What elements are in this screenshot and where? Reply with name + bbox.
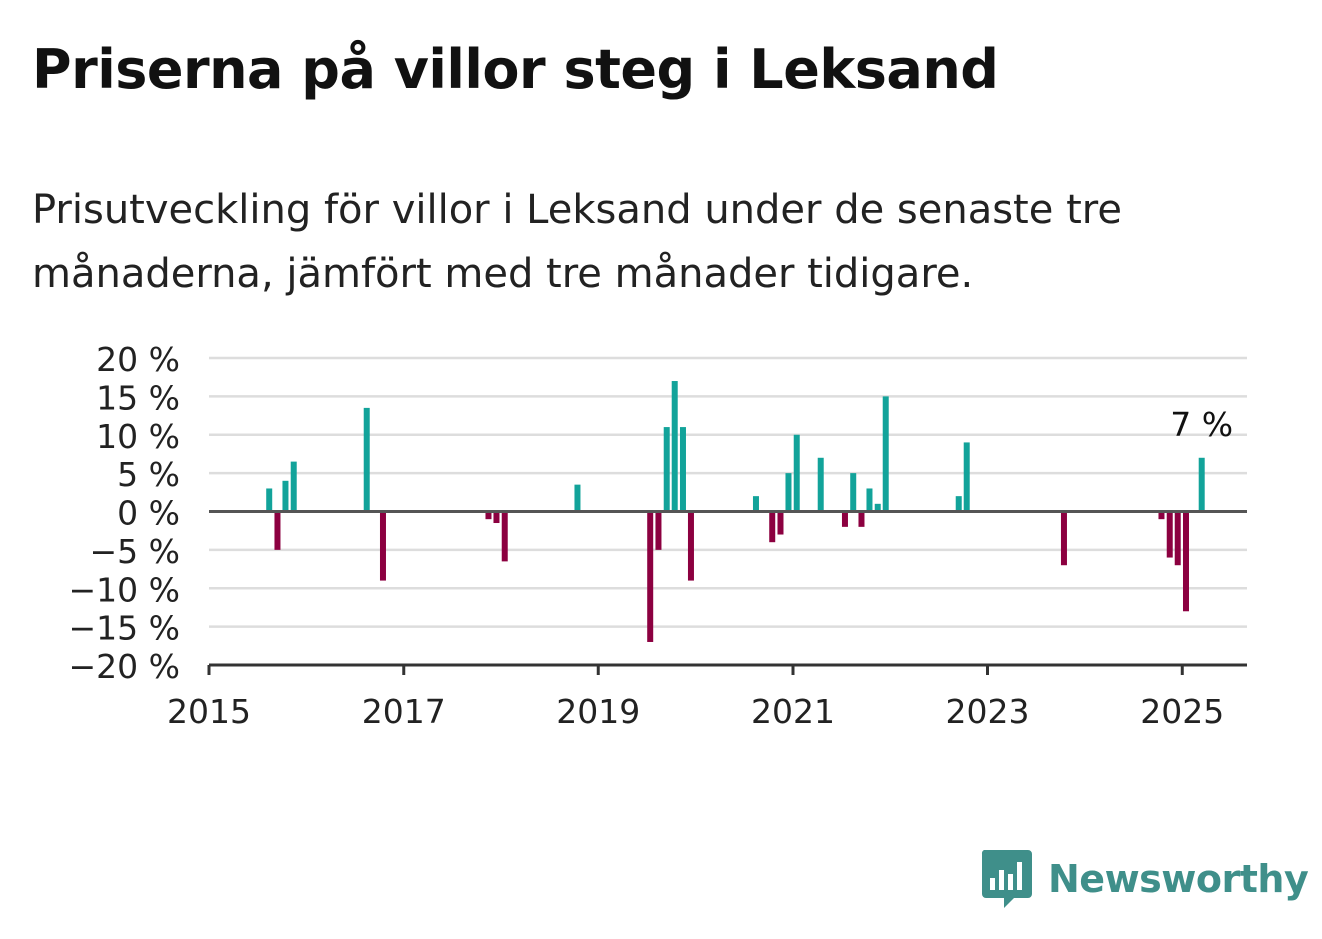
bar <box>850 473 857 512</box>
bar <box>485 511 492 520</box>
bar <box>793 434 800 512</box>
y-tick-label: 0 % <box>117 494 180 533</box>
bar <box>647 511 654 642</box>
bar <box>266 488 273 512</box>
bar <box>858 511 865 527</box>
y-tick-label: 5 % <box>117 455 180 494</box>
chart-title: Priserna på villor steg i Leksand <box>32 38 999 101</box>
newsworthy-logo-icon <box>981 850 1032 908</box>
bar <box>777 511 784 535</box>
x-tick-label: 2015 <box>167 692 251 731</box>
bar <box>282 480 289 512</box>
x-tick-label: 2025 <box>1140 692 1224 731</box>
bar <box>841 511 848 527</box>
bar <box>679 427 686 512</box>
chart-subtitle: Prisutveckling för villor i Leksand unde… <box>32 187 1122 297</box>
bar-chart: 20 %15 %10 %5 %0 %−5 %−10 %−15 %−20 % 20… <box>69 340 1247 731</box>
bar <box>1060 511 1067 566</box>
bar <box>501 511 508 562</box>
x-tick-label: 2023 <box>946 692 1030 731</box>
bar <box>752 496 759 512</box>
bar <box>866 488 873 512</box>
bar <box>785 473 792 512</box>
bar <box>1174 511 1181 566</box>
bar <box>1166 511 1173 558</box>
bar <box>671 381 678 512</box>
y-tick-label: −5 % <box>90 532 181 571</box>
bar <box>769 511 776 543</box>
bars <box>266 381 1205 642</box>
y-tick-label: −10 % <box>69 570 181 609</box>
bar <box>379 511 386 581</box>
bar <box>1182 511 1189 612</box>
bar <box>274 511 281 550</box>
x-tick-label: 2017 <box>362 692 446 731</box>
bar <box>687 511 694 581</box>
y-tick-label: −20 % <box>69 647 181 686</box>
bar <box>493 511 500 524</box>
bar <box>655 511 662 550</box>
bar <box>1198 457 1205 512</box>
bar <box>363 407 370 512</box>
bar <box>663 427 670 512</box>
bar <box>874 503 881 512</box>
bar <box>1158 511 1165 520</box>
bar <box>817 457 824 512</box>
brand: Newsworthy <box>980 848 1309 910</box>
bar <box>290 461 297 512</box>
x-axis-tick-labels: 2015 2017 2019 2021 2023 2025 <box>167 692 1224 731</box>
x-tick-label: 2021 <box>751 692 835 731</box>
x-tick-label: 2019 <box>556 692 640 731</box>
bar <box>955 496 962 512</box>
y-axis-tick-labels: 20 %15 %10 %5 %0 %−5 %−10 %−15 %−20 % <box>69 340 181 686</box>
y-tick-label: 15 % <box>96 378 180 417</box>
axes <box>207 510 1247 675</box>
bar <box>574 484 581 512</box>
annotation-label: 7 % <box>1170 405 1233 444</box>
y-tick-label: 20 % <box>96 340 180 379</box>
y-tick-label: 10 % <box>96 417 180 456</box>
y-tick-label: −15 % <box>69 609 181 648</box>
bar <box>963 442 970 512</box>
brand-name: Newsworthy <box>1048 857 1309 901</box>
bar <box>882 396 889 512</box>
annotations: 7 % <box>1170 405 1233 444</box>
